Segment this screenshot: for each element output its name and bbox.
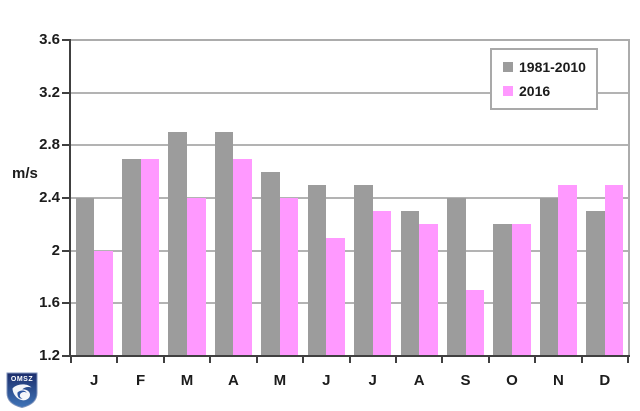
- gridline: [71, 144, 628, 147]
- bar-1981-2010: [122, 158, 141, 356]
- bar-1981-2010: [539, 198, 559, 356]
- y-tick-label: 3.2: [39, 83, 60, 101]
- x-axis-tick: [627, 357, 629, 363]
- bar-2016: [140, 158, 160, 356]
- bird-swirl: [17, 390, 27, 399]
- y-tick-label: 2.8: [39, 136, 60, 154]
- omsz-logo-shield: OMSZ: [6, 372, 38, 409]
- y-axis-tick: [62, 197, 70, 199]
- bar-1981-2010: [261, 171, 280, 356]
- plot-border-top: [69, 39, 630, 41]
- x-axis-tick: [487, 357, 490, 363]
- x-tick-label: J: [368, 372, 377, 389]
- y-axis-tick: [62, 144, 70, 147]
- y-tick-label: 2.4: [39, 189, 60, 206]
- bar-2016: [511, 224, 531, 356]
- legend-entry: 1981-2010: [503, 59, 592, 75]
- legend: 1981-2010 2016: [490, 48, 598, 110]
- y-axis-tick: [62, 91, 70, 94]
- y-axis-tick: [62, 249, 70, 252]
- legend-label: 2016: [519, 82, 551, 99]
- x-axis-tick: [348, 357, 351, 363]
- bar-2016: [279, 198, 299, 356]
- bar-2016: [465, 290, 485, 356]
- y-axis-tick: [62, 39, 70, 41]
- bar-2016: [604, 184, 624, 356]
- x-tick-label: F: [136, 372, 146, 389]
- bar-1981-2010: [446, 198, 466, 356]
- bar-2016: [326, 237, 345, 356]
- y-axis-title: m/s: [12, 165, 38, 182]
- gridline: [71, 249, 628, 252]
- x-axis-line: [69, 355, 630, 357]
- x-axis-tick: [116, 357, 119, 363]
- bar-2016: [419, 224, 438, 356]
- bar-2016: [187, 198, 206, 356]
- bar-2016: [372, 211, 392, 356]
- bar-2016: [94, 250, 113, 356]
- legend-label: 1981-2010: [519, 59, 586, 76]
- bar-1981-2010: [307, 184, 327, 356]
- legend-entry: 2016: [503, 83, 592, 99]
- legend-swatch-icon: [503, 62, 513, 73]
- x-axis-tick: [441, 357, 444, 363]
- x-axis-tick: [70, 357, 72, 363]
- x-tick-label: J: [322, 372, 331, 389]
- x-tick-label: D: [599, 372, 611, 389]
- x-tick-label: S: [460, 372, 471, 389]
- bar-1981-2010: [168, 132, 188, 356]
- bar-1981-2010: [75, 198, 95, 356]
- legend-swatch-icon: [503, 85, 513, 96]
- gridline: [71, 91, 628, 94]
- gridline: [71, 197, 628, 199]
- x-axis-tick: [255, 357, 258, 363]
- x-axis-tick: [580, 357, 583, 363]
- bar-2016: [558, 184, 577, 356]
- bar-1981-2010: [586, 211, 605, 356]
- gridline: [71, 302, 628, 305]
- y-axis-tick: [62, 355, 70, 357]
- bar-2016: [233, 158, 253, 356]
- x-tick-label: N: [552, 372, 564, 389]
- plot-border-right: [628, 39, 630, 357]
- x-tick-label: O: [506, 372, 518, 389]
- x-tick-label: J: [90, 372, 99, 389]
- x-axis-tick: [534, 357, 537, 363]
- omsz-logo: OMSZ: [4, 371, 40, 409]
- x-axis-tick: [162, 357, 165, 363]
- x-axis-tick: [209, 357, 212, 363]
- y-tick-label: 1.6: [39, 294, 60, 312]
- y-axis-tick: [62, 302, 70, 305]
- x-axis-tick: [394, 357, 397, 363]
- y-tick-label: 1.2: [39, 347, 60, 364]
- x-tick-label: M: [180, 372, 194, 389]
- y-tick-label: 3.6: [39, 31, 60, 48]
- y-axis-line: [69, 39, 71, 357]
- bar-1981-2010: [354, 184, 373, 356]
- x-tick-label: A: [413, 372, 425, 389]
- x-tick-label: M: [273, 372, 287, 389]
- x-tick-label: A: [228, 372, 239, 389]
- x-axis-tick: [302, 357, 305, 363]
- y-tick-label: 2: [51, 241, 60, 259]
- omsz-logo-text: OMSZ: [11, 376, 33, 383]
- bar-1981-2010: [400, 211, 420, 356]
- bar-1981-2010: [493, 224, 512, 356]
- bar-1981-2010: [214, 132, 234, 356]
